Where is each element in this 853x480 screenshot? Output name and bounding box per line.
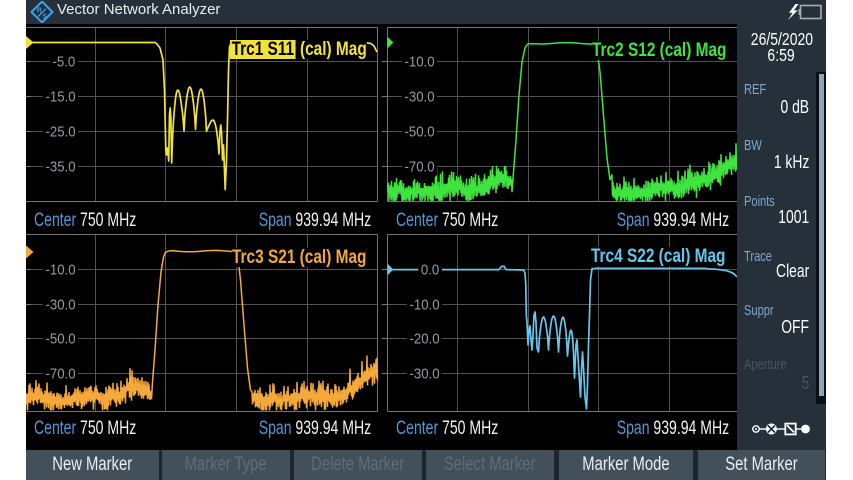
svg-text:S: S (42, 14, 47, 21)
svg-text:R: R (37, 8, 42, 15)
